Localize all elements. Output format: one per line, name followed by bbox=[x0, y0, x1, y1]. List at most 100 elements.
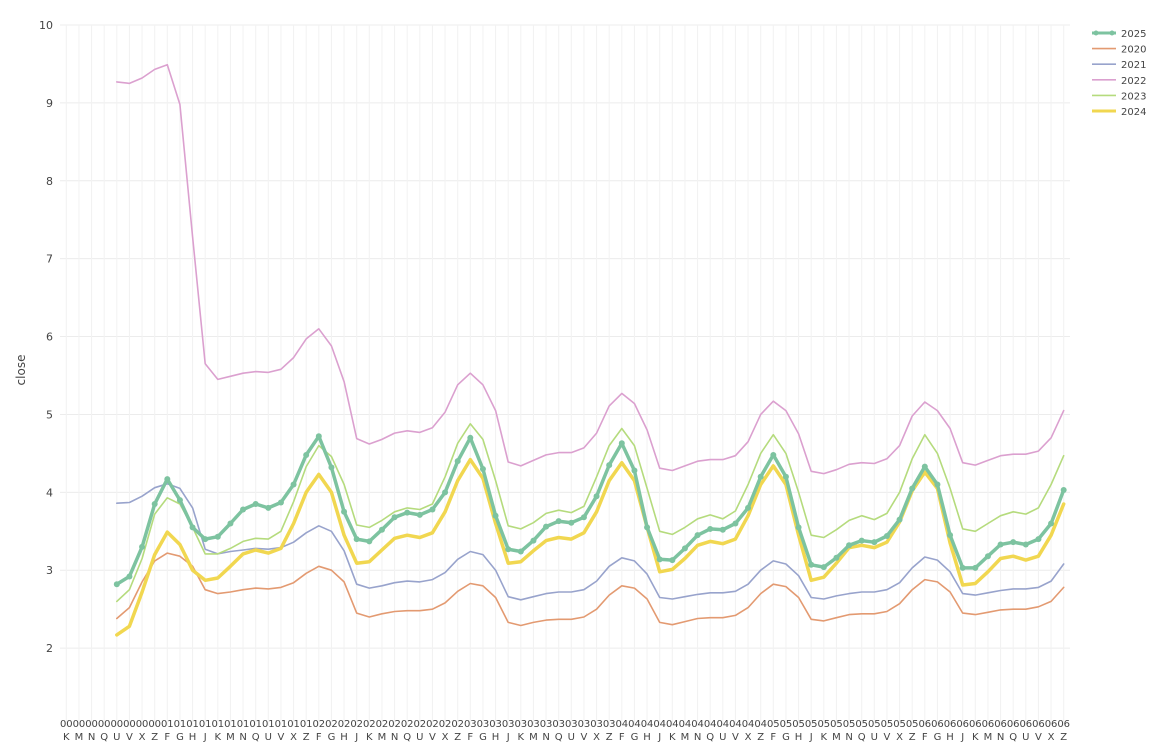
x-tick-label: 01 bbox=[287, 719, 300, 730]
x-tick-label: 05 bbox=[855, 719, 868, 730]
data-point-2025 bbox=[972, 564, 979, 571]
legend-item-2020[interactable]: 2020 bbox=[1092, 45, 1146, 56]
x-tick-label: G bbox=[782, 732, 790, 743]
legend-item-2025[interactable]: 2025 bbox=[1092, 29, 1146, 40]
data-point-2025 bbox=[606, 462, 613, 469]
data-point-2025 bbox=[568, 519, 575, 526]
x-tick-label: H bbox=[795, 732, 803, 743]
data-point-2025 bbox=[366, 538, 373, 545]
legend[interactable]: 2025 2020 2021 2022 2023 2024 bbox=[1092, 29, 1146, 118]
x-tick-label: 02 bbox=[426, 719, 439, 730]
x-tick-label: K bbox=[63, 732, 70, 743]
data-point-2025 bbox=[505, 546, 512, 553]
data-point-2025 bbox=[858, 537, 865, 544]
x-tick-label: U bbox=[568, 732, 575, 743]
legend-marker bbox=[1093, 30, 1099, 36]
legend-label: 2023 bbox=[1121, 91, 1146, 102]
x-tick-label: K bbox=[518, 732, 525, 743]
data-point-2025 bbox=[454, 458, 461, 465]
x-tick-label: U bbox=[871, 732, 878, 743]
data-point-2025 bbox=[391, 514, 398, 521]
x-tick-label: 04 bbox=[641, 719, 654, 730]
series-line-2021 bbox=[116, 483, 1065, 601]
legend-label: 2021 bbox=[1121, 60, 1146, 71]
legend-item-2023[interactable]: 2023 bbox=[1092, 91, 1146, 102]
x-tick-label: 04 bbox=[628, 719, 641, 730]
x-tick-label: 06 bbox=[1045, 719, 1058, 730]
data-point-2025 bbox=[757, 473, 764, 480]
series-line-2022 bbox=[116, 63, 1065, 475]
x-tick-label: H bbox=[492, 732, 500, 743]
legend-item-2022[interactable]: 2022 bbox=[1092, 76, 1146, 87]
x-tick-label: N bbox=[542, 732, 549, 743]
x-tick-label: 02 bbox=[401, 719, 414, 730]
x-tick-label: 05 bbox=[843, 719, 856, 730]
x-tick-label: M bbox=[529, 732, 538, 743]
x-tick-label: Q bbox=[252, 732, 260, 743]
x-tick-label: 00 bbox=[73, 719, 86, 730]
data-point-2025 bbox=[934, 481, 941, 488]
x-tick-label: M bbox=[681, 732, 690, 743]
x-tick-label: 04 bbox=[729, 719, 742, 730]
data-point-2025 bbox=[1035, 536, 1042, 543]
data-point-2025 bbox=[176, 497, 183, 504]
data-point-2025 bbox=[265, 504, 272, 511]
data-point-2025 bbox=[580, 514, 587, 521]
data-point-2025 bbox=[770, 451, 777, 458]
x-tick-label: N bbox=[88, 732, 95, 743]
x-tick-label: Q bbox=[403, 732, 411, 743]
data-point-2025 bbox=[707, 525, 714, 532]
x-tick-label: 03 bbox=[527, 719, 540, 730]
x-tick-label: 02 bbox=[439, 719, 452, 730]
x-tick-label: 00 bbox=[110, 719, 123, 730]
x-tick-label: 05 bbox=[780, 719, 793, 730]
x-tick-label: M bbox=[984, 732, 993, 743]
data-point-2025 bbox=[479, 465, 486, 472]
x-tick-label: 00 bbox=[60, 719, 73, 730]
x-tick-label: 00 bbox=[148, 719, 161, 730]
data-point-2025 bbox=[820, 564, 827, 571]
data-point-2025 bbox=[1010, 539, 1017, 546]
x-tick-label: 02 bbox=[338, 719, 351, 730]
x-tick-label: K bbox=[215, 732, 222, 743]
x-tick-label: K bbox=[669, 732, 676, 743]
x-tick-label: F bbox=[619, 732, 625, 743]
x-tick-label: N bbox=[997, 732, 1004, 743]
x-tick-label: 06 bbox=[1019, 719, 1032, 730]
data-point-2025 bbox=[745, 504, 752, 511]
data-point-2025 bbox=[151, 501, 158, 508]
x-tick-label: 04 bbox=[679, 719, 692, 730]
y-axis-ticks: 2 3 4 5 6 7 8 9 10 bbox=[39, 19, 53, 655]
x-axis-ticks: 00K00M00N00Q00U00V00X00Z01F01G01H01J01K0… bbox=[60, 719, 1070, 743]
y-tick-label: 8 bbox=[46, 175, 53, 188]
x-tick-label: F bbox=[467, 732, 473, 743]
x-tick-label: V bbox=[732, 732, 739, 743]
data-point-2025 bbox=[378, 526, 385, 533]
x-tick-label: G bbox=[479, 732, 487, 743]
x-tick-label: U bbox=[113, 732, 120, 743]
x-tick-label: H bbox=[340, 732, 348, 743]
legend-item-2021[interactable]: 2021 bbox=[1092, 60, 1146, 71]
y-tick-label: 3 bbox=[46, 564, 53, 577]
legend-item-2024[interactable]: 2024 bbox=[1092, 107, 1146, 118]
x-tick-label: 03 bbox=[590, 719, 603, 730]
x-tick-label: 01 bbox=[237, 719, 250, 730]
data-point-2025 bbox=[442, 489, 449, 496]
x-tick-label: K bbox=[972, 732, 979, 743]
x-tick-label: 04 bbox=[754, 719, 767, 730]
x-tick-label: 05 bbox=[817, 719, 830, 730]
y-tick-label: 2 bbox=[46, 642, 53, 655]
x-tick-label: H bbox=[189, 732, 197, 743]
x-tick-label: Q bbox=[706, 732, 714, 743]
x-tick-label: N bbox=[239, 732, 246, 743]
series-line-2020 bbox=[116, 552, 1065, 627]
grid bbox=[60, 24, 1070, 726]
data-point-2025 bbox=[719, 526, 726, 533]
data-point-2025 bbox=[984, 553, 991, 560]
x-tick-label: 06 bbox=[918, 719, 931, 730]
x-tick-label: 04 bbox=[704, 719, 717, 730]
x-tick-label: N bbox=[845, 732, 852, 743]
series-lines bbox=[113, 63, 1067, 637]
data-point-2025 bbox=[618, 440, 625, 447]
